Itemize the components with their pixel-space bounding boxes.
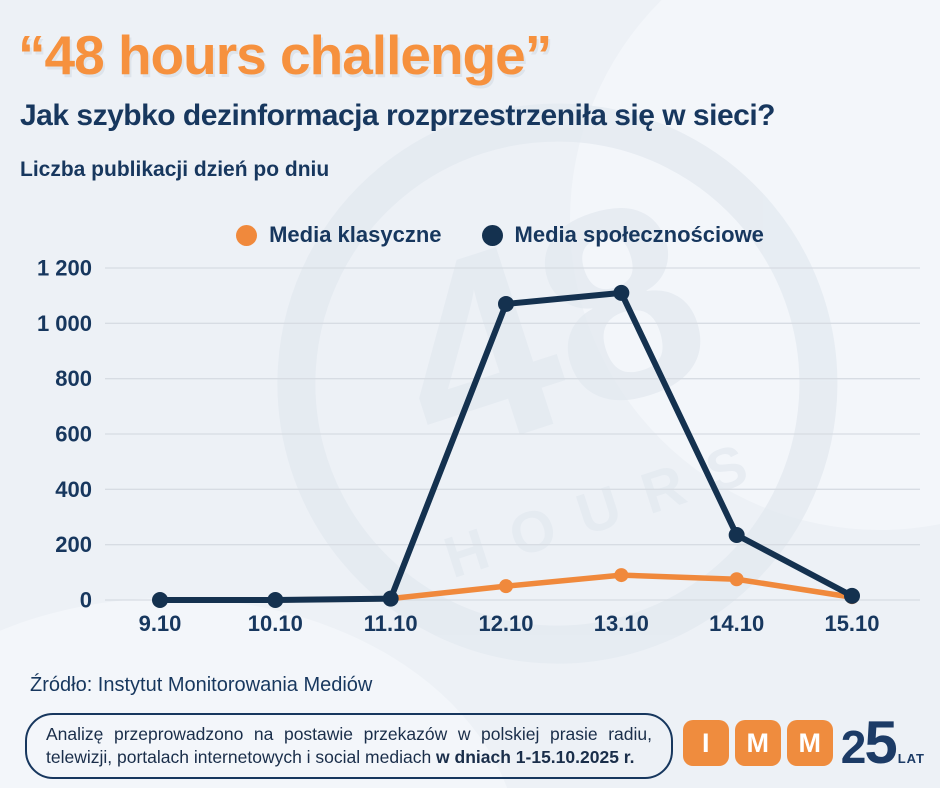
chart-section-label: Liczba publikacji dzień po dniu <box>20 158 330 182</box>
imm-25-lat-mark: 2 5 LAT <box>840 709 925 776</box>
x-tick-label: 15.10 <box>824 611 879 636</box>
data-point <box>152 592 168 608</box>
series-line-1 <box>157 289 855 603</box>
x-tick-label: 11.10 <box>364 611 418 636</box>
imm-25-digit-5: 5 <box>864 709 897 776</box>
y-tick-label: 600 <box>55 422 92 447</box>
x-tick-label: 12.10 <box>478 611 533 636</box>
legend-dot-orange-icon <box>236 224 258 246</box>
data-point <box>498 579 513 594</box>
data-point <box>729 572 744 587</box>
data-point <box>843 587 860 604</box>
legend-item-media-spolecznosciowe: Media społecznościowe <box>481 222 764 248</box>
y-tick-label: 1 000 <box>37 311 92 336</box>
legend-label-media-spolecznosciowe: Media społecznościowe <box>514 222 764 247</box>
data-point <box>382 590 399 607</box>
data-point <box>267 592 284 608</box>
x-tick-label: 10.10 <box>248 611 303 636</box>
imm-logo: I M M 2 5 LAT <box>682 709 925 776</box>
chart-legend: Media klasyczne Media społecznościowe <box>30 222 940 248</box>
imm-logo-square-m2: M <box>786 720 833 766</box>
methodology-note-box: Analizę przeprowadzono na postawie przek… <box>25 713 673 779</box>
data-point <box>614 568 629 583</box>
source-line: Źródło: Instytut Monitorowania Mediów <box>30 674 373 696</box>
imm-logo-square-m1: M <box>734 720 781 766</box>
legend-label-media-klasyczne: Media klasyczne <box>269 222 442 247</box>
page-title: “48 hours challenge” <box>18 24 552 86</box>
imm-lat-label: LAT <box>897 751 925 766</box>
methodology-note-dates: w dniach 1-15.10.2025 r. <box>436 746 635 767</box>
x-tick-label: 14.10 <box>709 611 764 636</box>
methodology-note-text: Analizę przeprowadzono na postawie przek… <box>46 724 652 767</box>
legend-dot-navy-icon <box>481 224 503 246</box>
line-chart: 1 200 1 000 800 600 400 200 0 9.10 10.10 11.10 12.… <box>37 256 920 636</box>
data-point <box>497 295 514 312</box>
data-point <box>728 526 745 543</box>
page-subtitle: Jak szybko dezinformacja rozprzestrzenił… <box>20 99 775 133</box>
y-tick-label: 0 <box>80 588 92 613</box>
y-tick-label: 1 200 <box>37 256 92 281</box>
imm-25-digit-2: 2 <box>840 721 867 773</box>
imm-logo-square-i: I <box>682 720 729 766</box>
y-tick-label: 800 <box>55 366 92 391</box>
header: “48 hours challenge” Jak szybko dezinfor… <box>0 24 940 182</box>
legend-item-media-klasyczne: Media klasyczne <box>236 222 442 248</box>
y-tick-label: 200 <box>55 532 92 557</box>
x-tick-label: 9.10 <box>139 611 182 636</box>
x-tick-label: 13.10 <box>594 611 649 636</box>
y-tick-label: 400 <box>55 477 92 502</box>
data-point <box>613 284 630 301</box>
